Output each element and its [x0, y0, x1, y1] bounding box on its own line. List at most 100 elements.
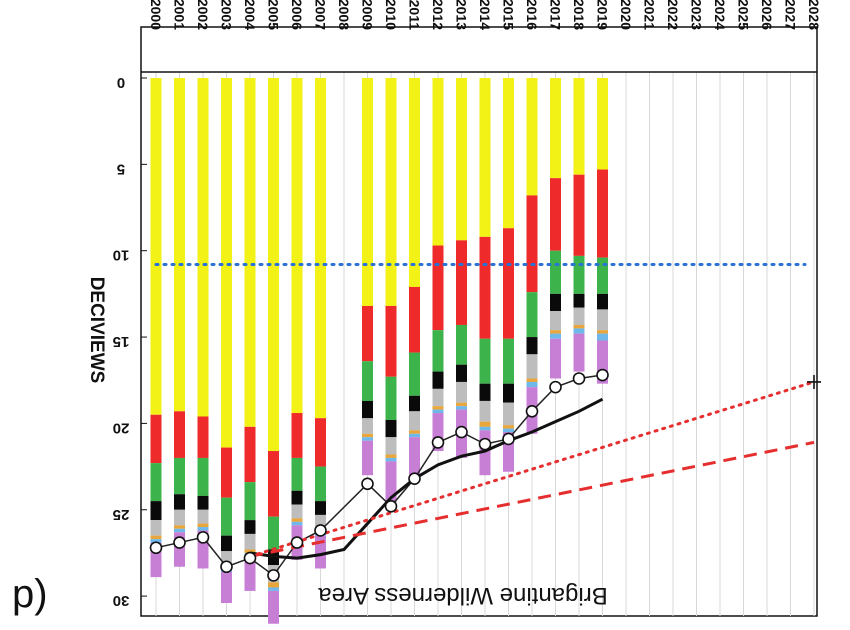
y-tick-labels: 0 5 10 15 20 25 30	[113, 74, 130, 609]
bar-segment-green	[385, 376, 397, 420]
x-tick-label: 2028	[806, 0, 822, 30]
bar-segment-light-blue	[150, 539, 162, 543]
bar-segment-yellow	[479, 78, 491, 237]
bar-segment-red	[174, 411, 185, 458]
bar-segment-gray	[385, 437, 397, 455]
bar-segment-orange	[291, 518, 303, 522]
x-tick-label: 2023	[689, 0, 705, 30]
bar-segment-light-blue	[409, 433, 420, 438]
bar-segment-orange	[174, 525, 185, 529]
observed-point	[290, 536, 304, 549]
bar-segment-purple	[597, 340, 608, 384]
bar-segment-yellow	[526, 78, 538, 196]
bar-segment-green	[150, 463, 162, 502]
bar-segment-black	[573, 293, 585, 308]
bar-segment-gray	[479, 400, 491, 422]
bar-segment-yellow	[432, 78, 444, 246]
bar-segment-light-blue	[526, 381, 538, 388]
bar-segment-green	[432, 330, 444, 372]
bar-segment-red	[221, 447, 232, 498]
y-tick-label: 5	[117, 160, 125, 177]
observed-point	[572, 372, 586, 385]
bar-segment-black	[526, 337, 538, 355]
bar-segment-gray	[526, 354, 538, 379]
bar-segment-purple	[150, 542, 162, 578]
bar-segment-yellow	[268, 78, 279, 452]
bar-segment-yellow	[362, 78, 373, 306]
bar-segment-green	[526, 292, 538, 338]
bar-segment-orange	[456, 402, 467, 407]
bar-segment-black	[479, 383, 491, 401]
observed-point	[478, 437, 492, 451]
bar-segment-black	[362, 400, 373, 419]
bar-segment-red	[503, 228, 514, 339]
x-tick-label: 2022	[665, 0, 681, 30]
bar-segment-purple	[550, 338, 561, 379]
bar-segment-yellow	[503, 78, 514, 229]
bar-segment-light-blue	[573, 328, 585, 334]
bar-segment-yellow	[597, 78, 608, 170]
bar-segment-light-blue	[550, 333, 561, 339]
bar-segment-orange	[550, 330, 561, 334]
bar-segment-red	[385, 305, 397, 377]
bar-segment-green	[597, 257, 608, 294]
bar-segment-red	[479, 236, 491, 339]
bar-segment-gray	[362, 418, 373, 434]
observed-point	[220, 560, 233, 574]
bar-segment-red	[291, 413, 303, 458]
bar-segment-red	[150, 414, 162, 464]
bar-segment-light-blue	[479, 426, 491, 431]
bar-segment-gray	[597, 309, 608, 331]
bar-segment-purple	[385, 461, 397, 503]
x-tick-label: 2011	[407, 0, 423, 30]
observed-point	[384, 499, 398, 513]
observed-point	[361, 477, 374, 491]
bar-segment-gray	[409, 411, 420, 431]
x-tick-label: 2002	[195, 0, 211, 30]
y-axis-label: DECIVIEWS	[86, 277, 107, 384]
x-tick-label: 2020	[618, 0, 634, 30]
bar-segment-red	[526, 195, 538, 293]
bar-segment-yellow	[174, 78, 185, 412]
bar-segment-red	[573, 174, 585, 256]
bar-segment-purple	[362, 440, 373, 476]
bar-segment-light-blue	[503, 428, 514, 433]
bar-segment-light-blue	[456, 406, 467, 410]
bar-segment-yellow	[573, 78, 585, 175]
y-tick-label: 30	[113, 592, 130, 609]
bar-segment-green	[550, 250, 561, 294]
bar-segment-orange	[197, 523, 209, 528]
bar-segment-light-blue	[268, 587, 279, 591]
y-tick-label: 10	[113, 247, 130, 264]
bar-segment-orange	[244, 549, 256, 553]
bar-segment-red	[409, 286, 420, 353]
observed-point	[525, 405, 539, 418]
observed-point	[596, 368, 609, 382]
bar-segment-black	[409, 395, 420, 412]
bar-segment-purple	[221, 571, 232, 604]
bar-segment-purple	[573, 333, 585, 372]
bar-segment-black	[456, 364, 467, 382]
bar-segment-green	[244, 482, 256, 521]
bar-segment-gray	[291, 504, 303, 519]
bar-segment-yellow	[315, 78, 326, 419]
y-tick-label: 25	[113, 506, 130, 523]
x-tick-label: 2021	[642, 0, 658, 30]
x-tick-label: 2007	[313, 0, 329, 30]
bar-segment-yellow	[409, 78, 420, 287]
bar-segment-orange	[268, 582, 279, 588]
x-tick-label: 2024	[712, 0, 728, 30]
x-tick-label: 2000	[148, 0, 164, 30]
y-tick-label: 0	[117, 74, 125, 91]
bar-segment-black	[197, 495, 209, 510]
bar-segment-orange	[362, 433, 373, 438]
bar-segment-yellow	[550, 78, 561, 179]
x-tick-label: 2016	[524, 0, 540, 30]
bar-segment-orange	[432, 406, 444, 410]
bar-segment-red	[456, 240, 467, 325]
observed-point	[502, 432, 515, 446]
bar-segment-green	[503, 338, 514, 384]
x-tick-label: 2009	[360, 0, 376, 30]
bar-segment-green	[362, 361, 373, 401]
